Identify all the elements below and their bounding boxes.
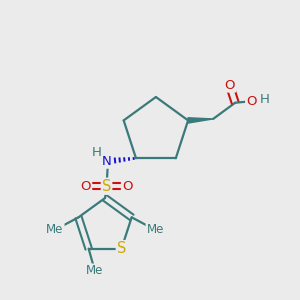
Text: O: O — [246, 95, 256, 108]
Text: S: S — [102, 179, 111, 194]
Text: N: N — [102, 155, 111, 168]
Text: O: O — [81, 180, 91, 193]
Text: O: O — [225, 79, 235, 92]
Text: Me: Me — [86, 264, 103, 278]
Text: S: S — [117, 241, 126, 256]
Text: H: H — [91, 146, 101, 159]
Text: O: O — [122, 180, 132, 193]
Polygon shape — [188, 118, 213, 123]
Text: H: H — [260, 93, 270, 106]
Text: Me: Me — [46, 223, 64, 236]
Text: Me: Me — [146, 223, 164, 236]
